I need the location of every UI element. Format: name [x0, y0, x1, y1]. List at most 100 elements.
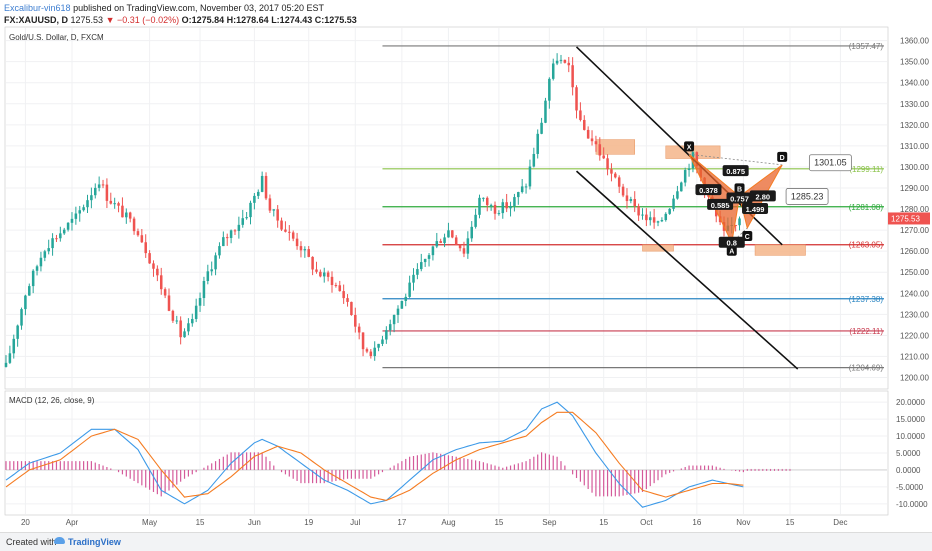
candle-body	[660, 220, 664, 222]
candle-body	[82, 207, 85, 211]
candle-body	[606, 158, 609, 170]
macd-tick-label: -10.0000	[896, 500, 928, 509]
candle-body	[672, 198, 675, 209]
candle-body	[501, 202, 505, 214]
candle-body	[156, 268, 159, 276]
candle-body	[167, 295, 171, 311]
candle-body	[70, 218, 74, 223]
candle-body	[113, 203, 116, 205]
date-tick-label: Apr	[66, 518, 79, 527]
candle-body	[408, 282, 411, 297]
date-tick-label: 19	[304, 518, 313, 527]
candle-body	[90, 195, 93, 201]
candle-body	[610, 169, 613, 174]
macd-tick-label: 10.0000	[896, 432, 925, 441]
candle-body	[602, 155, 605, 159]
candle-body	[509, 205, 512, 209]
candle-body	[470, 226, 473, 239]
candle-body	[311, 256, 314, 270]
candle-body	[35, 266, 39, 271]
candle-body	[466, 238, 470, 254]
candle-body	[377, 343, 380, 348]
candle-body	[621, 186, 625, 196]
candle-body	[206, 271, 210, 282]
candle-body	[575, 87, 578, 111]
macd-title: MACD (12, 26, close, 9)	[9, 396, 95, 405]
candle-body	[594, 141, 598, 145]
candle-body	[319, 271, 322, 277]
candle-body	[97, 184, 101, 188]
candle-body	[625, 195, 629, 202]
date-tick-label: Oct	[640, 518, 653, 527]
candle-body	[489, 204, 493, 206]
candle-body	[474, 214, 477, 227]
candle-body	[361, 332, 365, 350]
open-value: O:1275.84	[181, 15, 225, 25]
candle-body	[253, 195, 256, 203]
candle-body	[652, 217, 656, 223]
candle-body	[132, 218, 136, 232]
candle-body	[222, 237, 225, 247]
candle-body	[214, 255, 217, 270]
candle-body	[121, 205, 124, 218]
candle-body	[497, 213, 501, 215]
candle-body	[567, 62, 571, 66]
tradingview-brand-link[interactable]: TradingView	[68, 537, 121, 547]
candle-body	[695, 152, 699, 167]
candle-body	[683, 170, 687, 183]
candle-body	[629, 199, 633, 202]
candle-body	[614, 173, 617, 178]
candle-body	[175, 320, 179, 322]
price-callout-label: 1301.05	[814, 158, 847, 168]
author-link[interactable]: Excalibur-vin618	[4, 3, 71, 13]
candle-body	[482, 197, 485, 199]
candle-body	[431, 246, 435, 256]
candle-body	[171, 310, 175, 321]
candle-body	[342, 291, 345, 299]
zone-box	[754, 244, 806, 256]
candle-body	[385, 330, 388, 340]
candle-body	[268, 198, 272, 211]
candle-body	[648, 217, 652, 221]
published-text: published on TradingView.com, November 0…	[73, 3, 325, 13]
candle-body	[544, 100, 547, 123]
candle-body	[229, 230, 233, 238]
price-tick-label: 1310.00	[900, 142, 929, 151]
candle-body	[43, 251, 47, 258]
candle-body	[272, 209, 276, 211]
candle-body	[62, 229, 66, 234]
candle-body	[183, 331, 186, 338]
chart-stage[interactable]: (1357.47) (1299.11) (1281.08) (1263.05) (123…	[0, 0, 932, 532]
down-arrow-icon: ▼	[105, 15, 115, 25]
candle-body	[179, 320, 182, 338]
macd-tick-label: -5.0000	[896, 483, 924, 492]
candle-body	[288, 231, 291, 233]
macd-indicator	[5, 401, 887, 508]
ratio-label: 0.875	[726, 167, 745, 176]
candle-body	[55, 238, 58, 240]
date-tick-label: 15	[196, 518, 205, 527]
pattern-point-label: X	[687, 144, 692, 151]
candle-body	[734, 224, 737, 226]
candle-body	[12, 338, 16, 354]
candle-body	[86, 200, 89, 208]
date-tick-label: Sep	[542, 518, 557, 527]
candle-body	[291, 232, 295, 239]
xab-triangle	[688, 153, 741, 245]
pattern-point-label: D	[780, 155, 785, 162]
candle-body	[276, 209, 279, 221]
candle-body	[117, 203, 120, 206]
candle-body	[159, 275, 163, 290]
candle-body	[191, 318, 194, 324]
candle-body	[299, 246, 303, 251]
candle-body	[439, 241, 442, 244]
date-tick-label: 16	[692, 518, 701, 527]
candle-body	[260, 175, 264, 192]
candle-body	[284, 229, 287, 232]
candle-body	[536, 133, 539, 154]
fib-level-label: (1222.11)	[849, 327, 883, 336]
tradingview-cloud-icon	[54, 537, 65, 544]
candle-body	[218, 246, 221, 256]
candles	[4, 53, 741, 368]
